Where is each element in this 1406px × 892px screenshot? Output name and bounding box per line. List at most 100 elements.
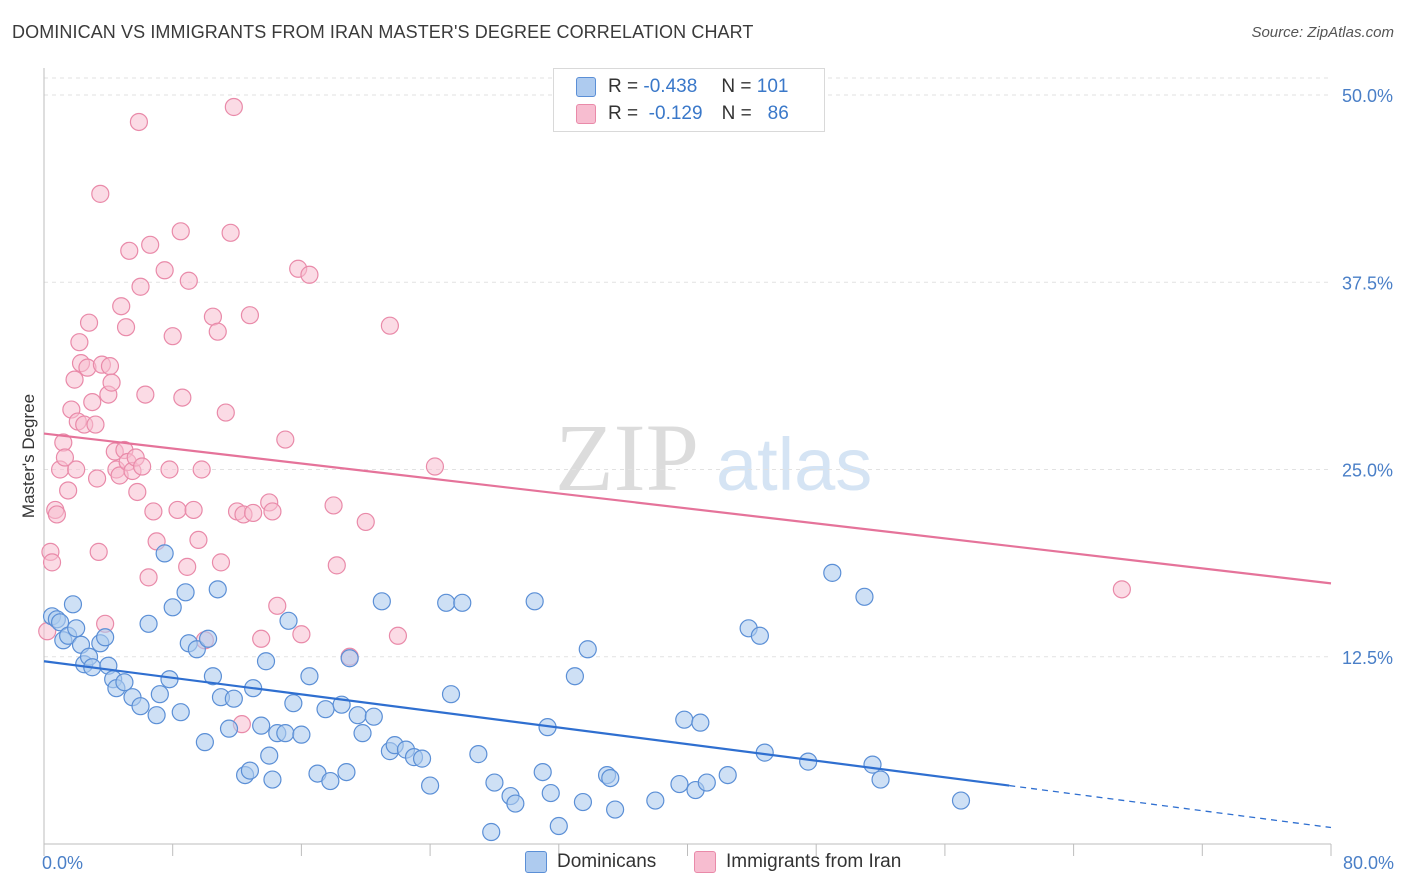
iran-point — [208, 322, 227, 341]
iran-point — [133, 457, 152, 476]
dominican-point — [482, 822, 501, 842]
dominican-trend-extension — [1009, 784, 1332, 829]
dominican-point — [187, 640, 206, 659]
legend-r-label: R = — [608, 76, 639, 97]
series-swatch-blue — [525, 851, 547, 873]
dominican-point — [863, 755, 882, 774]
iran-point — [65, 370, 84, 389]
y-tick-label: 25.0% — [1342, 461, 1393, 481]
iran-point — [327, 556, 346, 575]
iran-point — [252, 629, 271, 648]
series-label-dominicans: Dominicans — [557, 851, 657, 872]
dominican-point — [670, 774, 689, 794]
iran-point — [136, 385, 155, 404]
dominican-point — [224, 689, 243, 708]
iran-point — [240, 306, 260, 325]
dominican-point — [469, 745, 488, 764]
dominican-point — [441, 685, 461, 704]
iran-point — [120, 241, 139, 260]
dominican-point — [316, 700, 335, 719]
dominican-point — [412, 749, 432, 768]
x-tick-label-max: 80.0% — [1343, 853, 1394, 873]
dominican-points — [42, 544, 971, 842]
chart-title: DOMINICAN VS IMMIGRANTS FROM IRAN MASTER… — [12, 22, 754, 42]
series-legend: Dominicans Immigrants from Iran — [0, 851, 1406, 877]
dominican-point — [855, 587, 874, 606]
iran-point — [55, 448, 75, 467]
gridlines — [44, 77, 1331, 658]
watermark-atlas: atlas — [716, 423, 872, 506]
iran-point — [100, 357, 120, 376]
dominican-point — [256, 652, 276, 671]
series-legend-iran[interactable]: Immigrants from Iran — [694, 851, 901, 873]
iran-point — [216, 403, 235, 422]
source-note: Source: ZipAtlas.com — [1251, 24, 1394, 41]
iran-point — [184, 500, 203, 520]
legend-swatch-pink — [576, 104, 596, 124]
dominican-point — [139, 614, 158, 633]
iran-point — [67, 460, 86, 479]
iran-point — [42, 553, 62, 572]
iran-point — [380, 316, 399, 335]
iran-point — [221, 223, 240, 242]
dominican-point — [951, 791, 971, 810]
axes — [43, 68, 1332, 856]
dominican-point — [337, 762, 356, 782]
dominican-point — [675, 710, 694, 729]
dominican-point — [292, 725, 311, 744]
dominican-point — [252, 716, 271, 735]
dominican-point — [195, 733, 214, 752]
iran-point — [1112, 580, 1131, 599]
dominican-point — [340, 649, 359, 668]
dominican-point — [276, 724, 295, 743]
dominican-point — [506, 794, 525, 813]
dominican-point — [198, 629, 218, 648]
y-tick-label: 50.0% — [1342, 86, 1393, 106]
dominican-point — [240, 761, 260, 780]
dominican-point — [150, 685, 169, 704]
dominican-point — [549, 816, 568, 836]
iran-point — [86, 415, 105, 434]
dominican-point — [300, 667, 319, 686]
legend-row-dominicans: R = -0.438 N = 101 — [576, 75, 788, 99]
iran-point — [91, 184, 110, 203]
stats-legend: R = -0.438 N = 101 R = -0.129 N = 86 — [553, 68, 825, 132]
dominican-point — [565, 667, 584, 686]
y-axis-label: Master's Degree — [19, 394, 38, 518]
dominican-point — [578, 640, 597, 659]
legend-row-iran: R = -0.129 N = 86 — [576, 102, 789, 126]
legend-n-label: N = — [721, 76, 752, 97]
series-legend-dominicans[interactable]: Dominicans — [525, 851, 656, 873]
legend-n-value: 101 — [756, 76, 789, 97]
y-tick-label: 12.5% — [1342, 648, 1393, 668]
iran-point — [47, 505, 66, 524]
dominican-point — [421, 776, 440, 795]
dominican-point — [871, 770, 890, 789]
dominican-point — [96, 628, 115, 647]
dominican-point — [263, 770, 282, 789]
iran-point — [192, 460, 211, 479]
dominican-point — [115, 673, 134, 692]
iran-point — [189, 530, 208, 550]
dominican-point — [284, 694, 303, 713]
dominican-point — [697, 773, 716, 792]
iran-point — [168, 500, 187, 520]
dominican-point — [718, 765, 737, 785]
dominican-point — [453, 593, 472, 612]
dominican-point — [823, 563, 842, 582]
iran-point — [292, 625, 311, 644]
dominican-point — [606, 800, 625, 819]
dominican-point — [67, 619, 86, 638]
iran-point — [300, 265, 319, 284]
dominican-point — [147, 706, 166, 725]
dominican-point — [525, 592, 544, 611]
legend-r-value: -0.438 — [643, 76, 698, 97]
iran-point — [83, 392, 102, 412]
iran-point — [89, 542, 108, 561]
dominican-point — [353, 724, 372, 743]
iran-point — [178, 557, 197, 576]
iran-trend-line — [43, 432, 1332, 585]
iran-point — [102, 373, 121, 392]
dominican-trend-line — [43, 660, 1010, 787]
